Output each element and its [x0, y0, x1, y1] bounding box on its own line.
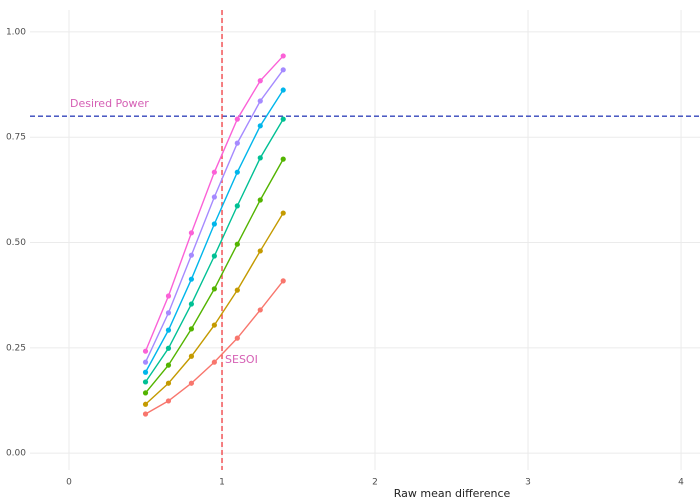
- data-point: [188, 326, 195, 332]
- data-point: [188, 353, 195, 359]
- data-point: [142, 359, 149, 365]
- x-tick-label: 1: [219, 478, 225, 488]
- x-tick-label: 4: [678, 478, 684, 488]
- data-point: [165, 293, 172, 299]
- data-point: [211, 322, 217, 328]
- data-point: [165, 310, 172, 316]
- data-point: [211, 194, 217, 200]
- data-point: [165, 398, 172, 404]
- data-point: [234, 116, 240, 122]
- series-line: [144, 158, 284, 394]
- data-point: [257, 307, 263, 313]
- data-point: [234, 203, 240, 209]
- data-point: [211, 286, 217, 292]
- data-point: [165, 380, 172, 386]
- data-point: [188, 301, 195, 307]
- data-point: [211, 221, 217, 227]
- y-tick-label: 0.25: [6, 343, 26, 353]
- data-point: [257, 98, 263, 104]
- x-tick-label: 0: [66, 478, 72, 488]
- data-point: [234, 335, 240, 341]
- data-point: [165, 327, 172, 333]
- data-point: [142, 390, 149, 396]
- data-point: [280, 87, 286, 93]
- data-point: [142, 401, 149, 407]
- data-point: [188, 380, 195, 386]
- annotation: SESOI: [225, 353, 258, 366]
- data-point: [280, 53, 286, 59]
- data-point: [280, 278, 286, 284]
- data-point: [211, 169, 217, 175]
- data-point: [142, 348, 149, 354]
- data-point: [188, 252, 195, 258]
- y-tick-label: 0.75: [6, 133, 26, 143]
- data-point: [188, 276, 195, 282]
- y-tick-label: 1.00: [6, 27, 26, 37]
- data-point: [257, 155, 263, 161]
- data-point: [142, 379, 149, 385]
- annotation: Desired Power: [70, 97, 149, 110]
- data-point: [234, 140, 240, 146]
- x-tick-label: 3: [525, 478, 531, 488]
- data-point: [211, 253, 217, 259]
- data-point: [165, 345, 172, 351]
- y-tick-label: 0.00: [6, 449, 26, 459]
- data-point: [257, 123, 263, 129]
- data-point: [257, 78, 263, 84]
- data-point: [280, 156, 286, 162]
- data-point: [234, 169, 240, 175]
- data-point: [142, 411, 149, 417]
- data-point: [280, 116, 286, 122]
- data-point: [257, 248, 263, 254]
- data-point: [188, 230, 195, 236]
- data-point: [280, 67, 286, 73]
- y-tick-label: 0.50: [6, 238, 26, 248]
- data-point: [165, 362, 172, 368]
- x-axis-title: Raw mean difference: [394, 487, 511, 500]
- x-tick-label: 2: [372, 478, 378, 488]
- series-line: [145, 212, 284, 405]
- data-point: [211, 359, 217, 365]
- data-point: [280, 210, 286, 216]
- series-line: [144, 69, 284, 363]
- data-point: [234, 241, 240, 247]
- data-point: [234, 287, 240, 293]
- data-point: [257, 197, 263, 203]
- data-point: [142, 369, 149, 375]
